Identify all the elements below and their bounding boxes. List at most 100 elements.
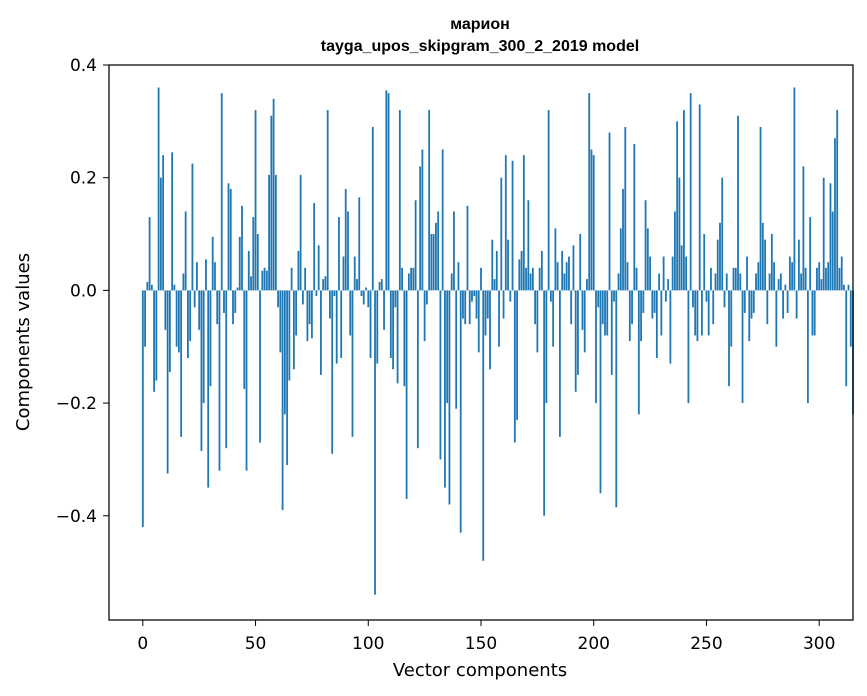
bar-7 — [157, 87, 160, 291]
bar-284 — [782, 290, 785, 319]
bar-172 — [529, 273, 532, 291]
bar-134 — [444, 290, 446, 488]
bar-123 — [419, 166, 422, 291]
bar-164 — [511, 160, 514, 291]
bar-69 — [297, 250, 300, 291]
y-tick-label: −0.2 — [56, 394, 97, 414]
bar-205 — [604, 290, 606, 336]
bar-261 — [730, 290, 733, 347]
bar-229 — [658, 273, 661, 291]
bar-0 — [141, 290, 144, 528]
bar-253 — [712, 290, 715, 325]
bar-29 — [207, 290, 210, 488]
bar-39 — [229, 188, 232, 291]
bar-227 — [653, 290, 656, 313]
bar-87 — [338, 217, 340, 291]
bar-209 — [613, 290, 615, 302]
bar-212 — [619, 228, 622, 291]
bar-113 — [396, 290, 399, 384]
bar-2 — [146, 281, 149, 291]
bar-50 — [254, 110, 257, 291]
bar-120 — [412, 267, 415, 291]
bar-225 — [649, 256, 651, 291]
bar-138 — [453, 211, 455, 291]
bar-16 — [177, 290, 180, 353]
bar-308 — [836, 110, 839, 291]
bar-23 — [193, 290, 196, 308]
bar-97 — [360, 290, 363, 297]
bar-250 — [705, 290, 708, 302]
bar-255 — [716, 239, 719, 291]
bar-81 — [324, 276, 327, 291]
bar-57 — [270, 115, 273, 291]
bar-296 — [809, 217, 812, 291]
bar-265 — [739, 273, 742, 291]
bar-167 — [518, 259, 521, 291]
bar-313 — [847, 284, 850, 291]
bar-186 — [561, 250, 564, 291]
bar-148 — [475, 290, 478, 319]
bar-48 — [250, 276, 252, 291]
bar-185 — [559, 290, 561, 437]
bar-85 — [333, 290, 336, 297]
bar-235 — [671, 256, 674, 291]
bar-84 — [331, 290, 334, 454]
x-tick-label: 300 — [803, 634, 835, 654]
bar-219 — [635, 267, 638, 291]
bar-82 — [326, 110, 329, 291]
bar-264 — [737, 115, 739, 291]
bar-34 — [218, 290, 221, 471]
bar-297 — [811, 290, 814, 336]
bar-174 — [534, 290, 537, 325]
bar-45 — [243, 290, 246, 389]
bar-5 — [153, 290, 155, 392]
bar-83 — [329, 290, 331, 319]
bar-249 — [703, 234, 706, 291]
bar-190 — [570, 290, 573, 325]
bar-127 — [428, 110, 431, 291]
bar-156 — [493, 279, 496, 291]
bar-128 — [430, 234, 433, 291]
bar-173 — [531, 267, 534, 291]
bar-17 — [180, 290, 183, 437]
bar-73 — [306, 290, 309, 342]
bar-175 — [536, 290, 539, 353]
bar-119 — [410, 267, 413, 291]
bar-277 — [766, 290, 769, 325]
bar-176 — [538, 267, 541, 291]
bar-191 — [572, 245, 575, 291]
bar-125 — [423, 290, 426, 342]
bar-132 — [439, 290, 442, 460]
bar-214 — [624, 126, 627, 291]
bar-201 — [595, 290, 597, 404]
bar-133 — [441, 149, 444, 291]
bar-63 — [283, 290, 286, 415]
bar-210 — [615, 290, 618, 508]
bar-242 — [687, 290, 690, 404]
bar-49 — [252, 217, 255, 291]
bar-241 — [685, 256, 688, 291]
bar-147 — [473, 290, 476, 297]
bar-254 — [714, 273, 717, 291]
bar-248 — [701, 290, 703, 336]
bar-129 — [432, 234, 435, 291]
bar-272 — [755, 273, 757, 291]
bar-44 — [241, 205, 243, 291]
bar-142 — [462, 290, 464, 319]
bar-53 — [261, 270, 264, 291]
bar-86 — [335, 290, 338, 364]
x-tick-label: 100 — [352, 634, 384, 654]
bar-162 — [507, 239, 509, 291]
bar-263 — [734, 267, 737, 291]
bar-269 — [748, 290, 751, 342]
bar-169 — [522, 155, 525, 291]
bar-286 — [786, 290, 789, 313]
bar-155 — [491, 239, 494, 291]
x-tick-label: 150 — [465, 634, 497, 654]
bar-237 — [676, 121, 679, 291]
bar-247 — [698, 104, 701, 291]
bar-157 — [495, 250, 498, 291]
bar-179 — [545, 290, 548, 404]
bar-101 — [369, 290, 372, 358]
bar-291 — [797, 239, 800, 291]
